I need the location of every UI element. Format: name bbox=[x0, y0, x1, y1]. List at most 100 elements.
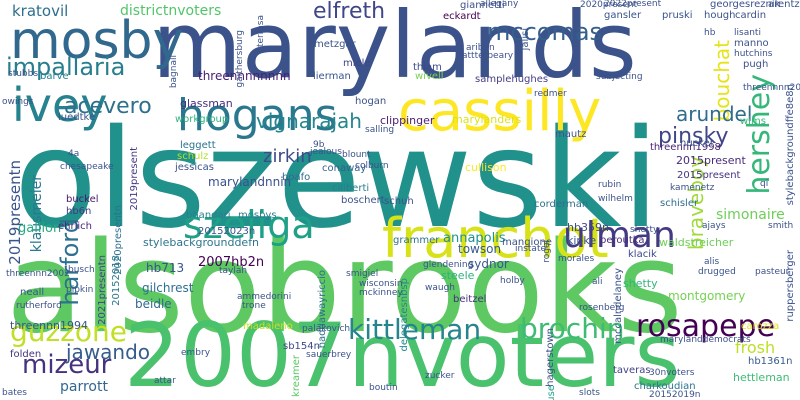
cloud-word: schisler bbox=[660, 198, 699, 209]
cloud-word: pasteur bbox=[755, 267, 790, 277]
cloud-word: attar bbox=[154, 376, 176, 386]
cloud-word: lierman bbox=[313, 71, 351, 82]
cloud-word: ivey bbox=[12, 78, 108, 132]
cloud-word: acevero bbox=[64, 94, 152, 119]
cloud-word: buckel bbox=[66, 194, 99, 205]
cloud-word: klausmeier bbox=[29, 175, 45, 253]
cloud-word: slots bbox=[579, 388, 600, 398]
cloud-word: 2015present bbox=[676, 154, 746, 167]
cloud-word: thiam bbox=[413, 62, 442, 73]
cloud-word: districtnvoters bbox=[120, 3, 222, 19]
cloud-word: boutin bbox=[369, 383, 398, 393]
cloud-word: marylanders bbox=[452, 113, 522, 126]
cloud-word: marylandnnin bbox=[208, 175, 292, 189]
cloud-word: miele bbox=[343, 58, 371, 69]
cloud-word: colburn bbox=[355, 161, 389, 171]
cloud-word: hutchins bbox=[734, 49, 773, 59]
cloud-word: steele bbox=[441, 269, 475, 282]
cloud-word: zirkin bbox=[263, 146, 312, 167]
cloud-word: rubin bbox=[598, 180, 622, 190]
cloud-word: grammer bbox=[393, 235, 440, 246]
cloud-word: smith bbox=[768, 221, 794, 231]
cloud-word: ammedorini bbox=[237, 292, 292, 302]
cloud-word: simonaire bbox=[716, 207, 785, 223]
cloud-word: guzzone bbox=[10, 315, 128, 348]
cloud-word: kreamer bbox=[291, 355, 302, 397]
cloud-word: manno bbox=[734, 38, 769, 49]
cloud-word: hough bbox=[704, 10, 736, 21]
cloud-word: qi bbox=[760, 179, 769, 189]
cloud-word: cardin bbox=[735, 10, 767, 21]
cloud-word: sauerbrey bbox=[306, 350, 352, 360]
cloud-word: terrasa bbox=[256, 15, 266, 48]
cloud-word: cassilly bbox=[398, 79, 602, 144]
cloud-word: pinsky bbox=[658, 124, 729, 149]
cloud-word: metzgar bbox=[314, 39, 356, 50]
cloud-word: hogans bbox=[177, 90, 338, 141]
cloud-word: rosenberg bbox=[579, 303, 625, 313]
cloud-word: hagerstown bbox=[545, 328, 556, 387]
cloud-word: subjecting bbox=[596, 72, 643, 82]
cloud-word: threennn1998 bbox=[650, 142, 721, 153]
cloud-word: 20152018 bbox=[111, 255, 122, 306]
cloud-word: lisanti bbox=[734, 28, 761, 38]
cloud-word: towson bbox=[458, 242, 502, 256]
cloud-word: busch bbox=[68, 265, 95, 275]
cloud-word: ruppersberger bbox=[785, 250, 796, 322]
cloud-word: jessicas bbox=[175, 162, 214, 173]
cloud-word: threennn2002 bbox=[6, 269, 70, 279]
cloud-word: montgomery bbox=[668, 289, 746, 303]
cloud-word: instate bbox=[515, 244, 547, 254]
cloud-word: threennn1994 bbox=[10, 319, 89, 332]
cloud-word: hucker bbox=[680, 138, 714, 149]
cloud-word: threennnnnnnn bbox=[198, 69, 291, 83]
cloud-word: zucker bbox=[425, 371, 455, 381]
cloud-word: blount bbox=[342, 150, 371, 160]
cloud-word: rosapepe bbox=[636, 309, 776, 344]
cloud-word: rogel bbox=[542, 240, 552, 263]
cloud-word: giannetti bbox=[460, 0, 505, 11]
cloud-word: madaleno bbox=[243, 321, 293, 332]
cloud-word: drugged bbox=[698, 267, 736, 277]
cloud-word: hogan bbox=[355, 96, 387, 107]
cloud-word: mangione bbox=[502, 237, 552, 248]
cloud-word: 2021presentn bbox=[97, 255, 108, 325]
cloud-word: gallion bbox=[18, 221, 62, 236]
cloud-word: 2019presentn bbox=[6, 160, 24, 265]
cloud-word: salling bbox=[365, 125, 395, 135]
cloud-word: hb6n bbox=[66, 206, 92, 217]
cloud-word: marylanddemocrats bbox=[660, 335, 751, 345]
cloud-word: marylands bbox=[152, 0, 637, 99]
cloud-word: glassman bbox=[180, 97, 233, 110]
cloud-word: bates bbox=[2, 388, 27, 398]
cloud-word: alsobrooks bbox=[6, 214, 683, 361]
cloud-word: ciliberti bbox=[332, 183, 370, 194]
cloud-word: boschert bbox=[341, 195, 385, 206]
cloud-word: palakovich bbox=[302, 324, 351, 334]
cloud-word: peroutka bbox=[600, 235, 645, 246]
cloud-word: 2007nvoters bbox=[124, 304, 681, 400]
cloud-word: beidle bbox=[135, 297, 172, 311]
cloud-word: mccomas bbox=[487, 18, 603, 46]
cloud-word: bhandari bbox=[186, 210, 231, 221]
cloud-word: 2007hb2n bbox=[198, 255, 265, 270]
cloud-word: barve bbox=[40, 71, 69, 82]
cloud-word: georgesreznik bbox=[710, 0, 781, 10]
cloud-word: muse bbox=[546, 385, 557, 400]
cloud-word: wisconsin bbox=[359, 279, 403, 289]
cloud-word: kratovil bbox=[12, 2, 69, 20]
cloud-word: embry bbox=[181, 348, 211, 358]
cloud-word: annapolis bbox=[443, 231, 506, 246]
cloud-word: alis bbox=[704, 257, 720, 267]
cloud-word: attterbeary bbox=[462, 51, 514, 61]
cloud-word: pipkin bbox=[66, 285, 94, 295]
cloud-word: 9b bbox=[313, 140, 325, 150]
cloud-word: brochin bbox=[520, 312, 625, 345]
cloud-word: smigiel bbox=[346, 269, 379, 279]
cloud-word: waldstreicher bbox=[659, 236, 734, 249]
cloud-word: 2022present bbox=[604, 0, 662, 9]
cloud-word: mckinney bbox=[359, 288, 403, 298]
cloud-word: kamenetz bbox=[670, 183, 715, 193]
cloud-word: jawando bbox=[66, 340, 151, 364]
